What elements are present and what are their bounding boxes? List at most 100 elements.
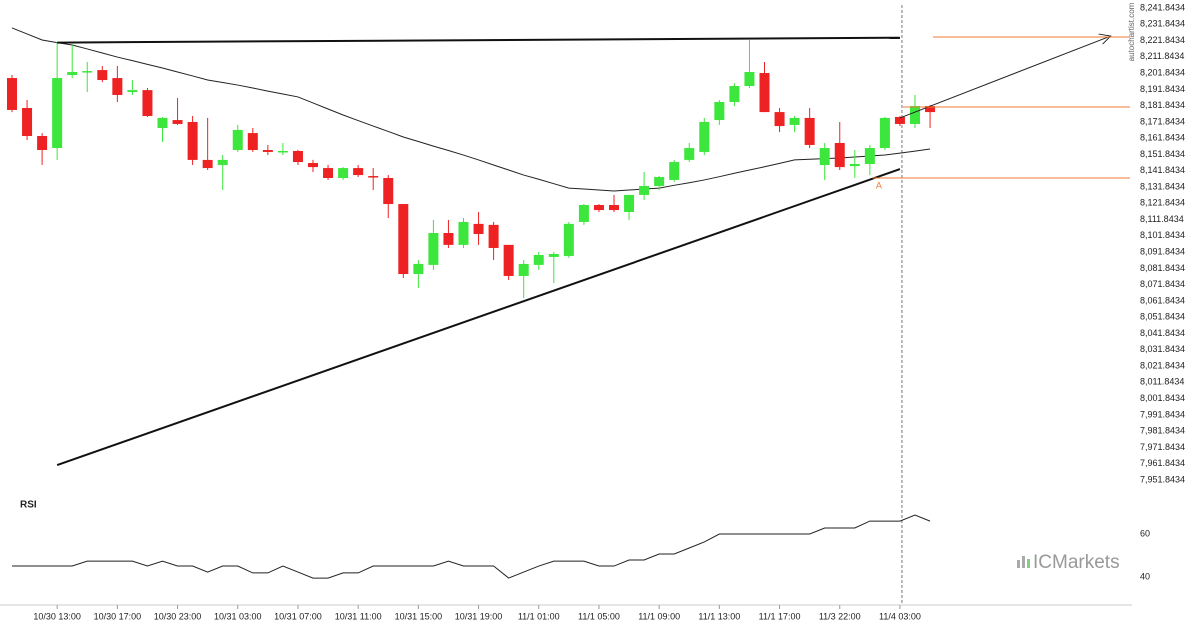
trend-line [56, 168, 901, 467]
candle-body [232, 129, 243, 150]
candle-body [262, 149, 273, 152]
candle-body [804, 117, 815, 145]
y-tick-label: 8,111.8434 [1140, 214, 1184, 224]
y-tick-label: 8,021.8434 [1140, 360, 1185, 370]
brand-logo [1017, 556, 1030, 568]
candle-body [639, 185, 650, 195]
y-tick-label: 7,951.8434 [1140, 474, 1185, 484]
y-tick-label: 8,041.8434 [1140, 328, 1185, 338]
candle-body [368, 176, 379, 178]
x-tick-label: 10/31 15:00 [395, 611, 443, 621]
candle-body [383, 177, 394, 205]
candle-body [217, 159, 228, 165]
y-tick-label: 8,031.8434 [1140, 344, 1185, 354]
annotation: A [876, 180, 882, 190]
x-tick-label: 10/30 13:00 [33, 611, 81, 621]
candle-body [323, 168, 334, 178]
y-tick-label: 8,141.8434 [1140, 165, 1185, 175]
candle-body [338, 168, 349, 178]
y-tick-label: 8,131.8434 [1140, 181, 1185, 191]
candle-body [398, 204, 409, 275]
source-watermark: autochartist.com [1127, 2, 1136, 61]
y-tick-label: 8,161.8434 [1140, 133, 1185, 143]
y-tick-label: 8,221.8434 [1140, 35, 1185, 45]
candle-body [669, 162, 680, 180]
candle-body [894, 116, 905, 124]
y-tick-label: 7,981.8434 [1140, 426, 1185, 436]
x-tick-label: 11/1 17:00 [759, 611, 801, 621]
x-tick-label: 10/31 03:00 [214, 611, 262, 621]
candle-body [834, 142, 845, 168]
candle-body [187, 122, 198, 160]
candle-body [202, 159, 213, 169]
y-tick-label: 8,201.8434 [1140, 67, 1185, 77]
x-tick-label: 10/30 17:00 [94, 611, 142, 621]
candle-body [925, 106, 936, 113]
x-tick-label: 10/30 23:00 [154, 611, 202, 621]
x-tick-label: 11/1 05:00 [578, 611, 620, 621]
candle-body [142, 90, 153, 116]
y-tick-label: 8,181.8434 [1140, 100, 1185, 110]
candle-body [578, 205, 589, 222]
y-tick-label: 8,061.8434 [1140, 295, 1185, 305]
candle-body [308, 163, 318, 168]
y-tick-label: 8,001.8434 [1140, 393, 1185, 403]
moving-average [11, 27, 931, 192]
candle-body [699, 122, 710, 152]
candle-body [684, 148, 695, 160]
y-tick-label: 8,091.8434 [1140, 247, 1185, 257]
x-tick-label: 11/3 22:00 [819, 611, 861, 621]
y-tick-label: 8,071.8434 [1140, 279, 1185, 289]
candle-body [624, 194, 635, 213]
candle-body [277, 150, 288, 153]
candle-body [247, 133, 258, 150]
candle-body [127, 90, 138, 93]
x-tick-label: 10/31 11:00 [335, 611, 382, 621]
candle-body [488, 224, 499, 248]
y-tick-label: 8,151.8434 [1140, 149, 1185, 159]
x-tick-label: 11/1 01:00 [518, 611, 560, 621]
y-tick-label: 8,121.8434 [1140, 198, 1185, 208]
y-tick-label: 8,011.8434 [1140, 377, 1184, 387]
candle-body [729, 86, 740, 102]
x-tick-label: 10/31 19:00 [455, 611, 503, 621]
arrow-head [1098, 33, 1112, 45]
candle-body [503, 244, 514, 276]
y-tick-label: 8,051.8434 [1140, 312, 1185, 322]
y-tick-label: 7,971.8434 [1140, 442, 1185, 452]
brand-watermark: ICMarkets [1033, 552, 1120, 573]
candle-body [172, 120, 183, 124]
candle-body [82, 71, 93, 73]
candle-body [774, 112, 785, 127]
candle-body [864, 148, 875, 164]
candle-body [789, 117, 800, 125]
candle-body [744, 72, 755, 87]
y-tick-label: 8,231.8434 [1140, 19, 1185, 29]
x-tick-label: 11/4 03:00 [879, 611, 921, 621]
candle-body [112, 78, 123, 95]
candle-body [849, 163, 860, 167]
y-tick-label: 8,211.8434 [1140, 51, 1184, 61]
candle-body [533, 254, 544, 265]
candle-body [759, 73, 770, 113]
candle-body [473, 223, 484, 234]
candle-body [563, 223, 574, 256]
candle-body [292, 150, 303, 163]
candle-body [67, 72, 78, 75]
y-tick-label: 8,101.8434 [1140, 230, 1185, 240]
x-tick-label: 10/31 07:00 [274, 611, 322, 621]
candle-body [458, 221, 469, 245]
candle-body [157, 117, 168, 129]
candle-body [879, 117, 890, 149]
candle-body [609, 205, 619, 211]
rsi-title: RSI [20, 500, 37, 511]
candle-body [7, 78, 17, 110]
y-tick-label: 7,961.8434 [1140, 458, 1185, 468]
candle-body [819, 148, 830, 165]
y-tick-label: 40 [1140, 571, 1150, 581]
candle-body [910, 106, 920, 124]
y-tick-label: 8,171.8434 [1140, 116, 1185, 126]
projection-arrow [899, 35, 1111, 119]
